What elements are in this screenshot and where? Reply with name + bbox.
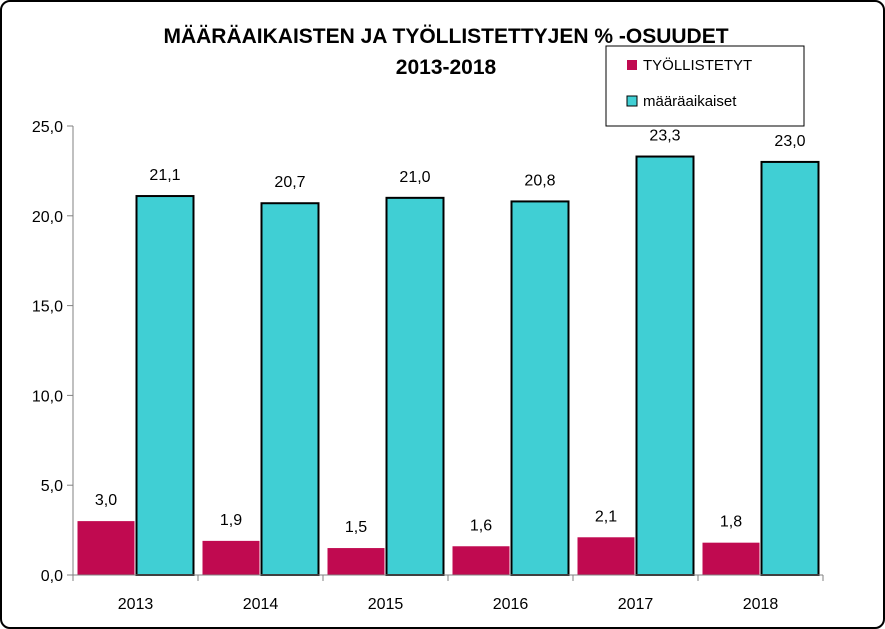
chart-title: MÄÄRÄAIKAISTEN JA TYÖLLISTETTYJEN % -OSU…	[163, 25, 728, 48]
legend: TYÖLLISTETYT määräaikaiset	[605, 45, 805, 127]
legend-box	[605, 45, 805, 127]
data-label-maaraaikaiset: 23,0	[774, 133, 805, 150]
x-tick-label: 2013	[118, 596, 154, 613]
x-tick-label: 2016	[493, 596, 529, 613]
bar-maaraaikaiset	[135, 195, 195, 576]
y-tick-label: 10,0	[32, 388, 63, 405]
y-tick-label: 20,0	[32, 209, 63, 226]
bar-tyollistetyt	[702, 542, 760, 575]
x-tick-label: 2014	[243, 596, 279, 613]
y-tick-label: 15,0	[32, 299, 63, 316]
legend-label-tyollistetyt: TYÖLLISTETYT	[643, 56, 752, 74]
y-tick-label: 0,0	[41, 568, 63, 585]
data-label-maaraaikaiset: 21,0	[399, 169, 430, 186]
data-label-tyollistetyt: 1,5	[345, 519, 367, 536]
x-tick-label: 2017	[618, 596, 654, 613]
bars	[77, 155, 820, 576]
chart-subtitle: 2013-2018	[396, 56, 497, 79]
legend-label-maaraaikaiset: määräaikaiset	[643, 93, 737, 110]
y-axis-ticks: 0,0 5,0 10,0 15,0 20,0 25,0	[32, 119, 73, 585]
y-tick-label: 25,0	[32, 119, 63, 136]
data-label-tyollistetyt: 1,6	[470, 517, 492, 534]
bar-maaraaikaiset	[760, 160, 820, 576]
data-label-maaraaikaiset: 20,8	[524, 172, 555, 189]
bar-tyollistetyt	[202, 540, 260, 575]
legend-swatch-maaraaikaiset	[626, 95, 638, 107]
bar-tyollistetyt	[327, 548, 385, 575]
y-tick-label: 5,0	[41, 478, 63, 495]
x-tick-label: 2018	[743, 596, 779, 613]
data-label-tyollistetyt: 3,0	[95, 492, 117, 509]
x-axis-ticks: 2013 2014 2015 2016 2017 2018	[72, 575, 824, 613]
bar-maaraaikaiset	[260, 202, 320, 576]
data-label-maaraaikaiset: 21,1	[149, 167, 180, 184]
bar-maaraaikaiset	[635, 155, 695, 576]
bar-maaraaikaiset	[510, 200, 570, 576]
legend-swatch-tyollistetyt	[627, 60, 637, 70]
data-label-maaraaikaiset: 20,7	[274, 174, 305, 191]
bar-tyollistetyt	[77, 521, 135, 575]
data-label-maaraaikaiset: 23,3	[649, 128, 680, 145]
bar-maaraaikaiset	[385, 196, 445, 576]
data-labels: 3,0 21,1 1,9 20,7 1,5 21,0 1,6 20,8 2,1 23,3 1,8 23…	[95, 128, 806, 537]
bar-tyollistetyt	[452, 546, 510, 575]
data-label-tyollistetyt: 1,8	[720, 514, 742, 531]
bar-tyollistetyt	[577, 537, 635, 575]
data-label-tyollistetyt: 2,1	[595, 508, 617, 525]
x-tick-label: 2015	[368, 596, 404, 613]
data-label-tyollistetyt: 1,9	[220, 512, 242, 529]
